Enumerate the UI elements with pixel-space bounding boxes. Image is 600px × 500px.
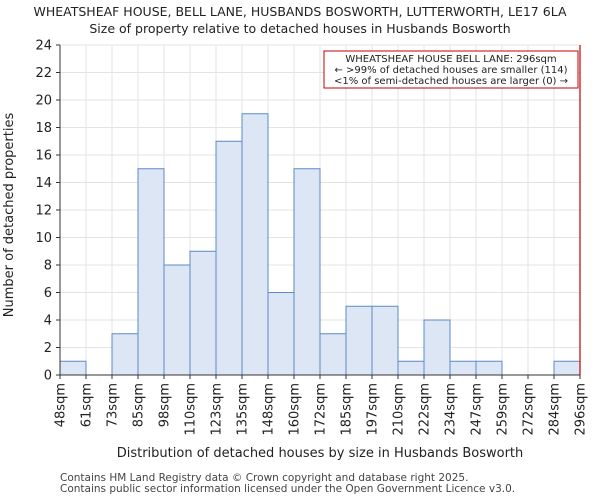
x-tick-label: 48sqm [54, 383, 69, 427]
y-tick-label: 10 [35, 231, 52, 246]
x-tick-label: 210sqm [392, 383, 407, 436]
annotation-box: WHEATSHEAF HOUSE BELL LANE: 296sqm ← >99… [323, 50, 579, 89]
x-tick-label: 197sqm [366, 383, 381, 436]
annotation-line-3: <1% of semi-detached houses are larger (… [334, 76, 568, 87]
bar [293, 168, 321, 376]
x-tick-label: 110sqm [184, 383, 199, 436]
x-tick-label: 296sqm [574, 383, 589, 436]
bar [553, 360, 581, 376]
y-tick-label: 8 [44, 259, 52, 274]
x-tick-label: 172sqm [314, 383, 329, 436]
chart-subtitle: Size of property relative to detached ho… [89, 21, 511, 36]
x-axis-label: Distribution of detached houses by size … [117, 446, 524, 461]
annotation-border [323, 50, 579, 89]
bar [189, 250, 217, 376]
y-tick-label: 16 [35, 149, 52, 164]
y-tick-label: 12 [35, 204, 52, 219]
y-tick-label: 20 [35, 94, 52, 109]
bar [267, 292, 295, 376]
bar [163, 264, 191, 376]
x-tick-label: 272sqm [522, 383, 537, 436]
x-tick-label: 222sqm [418, 383, 433, 436]
bar [319, 333, 347, 376]
x-tick-label: 247sqm [470, 383, 485, 436]
x-tick-label: 135sqm [236, 383, 251, 436]
bar [397, 360, 425, 376]
footer-licence: Contains public sector information licen… [60, 483, 516, 495]
y-tick-label: 0 [44, 369, 52, 384]
annotation-line-2: ← >99% of detached houses are smaller (1… [334, 65, 567, 76]
bars [59, 113, 581, 376]
bar [449, 360, 477, 376]
x-tick-label: 85sqm [132, 383, 147, 427]
bar [111, 333, 139, 376]
x-tick-label: 284sqm [548, 383, 563, 436]
y-tick-label: 24 [35, 39, 52, 54]
annotation-line-1: WHEATSHEAF HOUSE BELL LANE: 296sqm [345, 54, 556, 65]
bar [475, 360, 503, 376]
x-tick-label: 61sqm [80, 383, 95, 427]
y-tick-label: 4 [44, 314, 52, 329]
bar [345, 305, 373, 376]
x-ticks: 48sqm 61sqm 73sqm 85sqm 98sqm 110sqm 123sqm 135… [54, 375, 589, 436]
chart-title: WHEATSHEAF HOUSE, BELL LANE, HUSBANDS BO… [33, 4, 567, 19]
x-tick-label: 160sqm [288, 383, 303, 436]
x-tick-label: 259sqm [496, 383, 511, 436]
x-tick-label: 98sqm [158, 383, 173, 427]
bar [423, 319, 451, 376]
footer-copyright: Contains HM Land Registry data © Crown c… [60, 472, 469, 484]
bar [215, 140, 243, 376]
x-tick-label: 123sqm [210, 383, 225, 436]
bar [59, 360, 87, 376]
x-tick-label: 234sqm [444, 383, 459, 436]
y-tick-label: 18 [35, 121, 52, 136]
y-tick-label: 6 [44, 286, 52, 301]
x-tick-label: 73sqm [106, 383, 121, 427]
y-tick-label: 22 [35, 66, 52, 81]
y-tick-label: 2 [44, 341, 52, 356]
x-tick-label: 148sqm [262, 383, 277, 436]
bar [137, 168, 165, 376]
footer: Contains HM Land Registry data © Crown c… [60, 473, 515, 495]
y-tick-label: 14 [35, 176, 52, 191]
bar [241, 113, 269, 376]
x-tick-label: 185sqm [340, 383, 355, 436]
bar [371, 305, 399, 376]
y-axis-label: Number of detached properties [2, 113, 17, 318]
